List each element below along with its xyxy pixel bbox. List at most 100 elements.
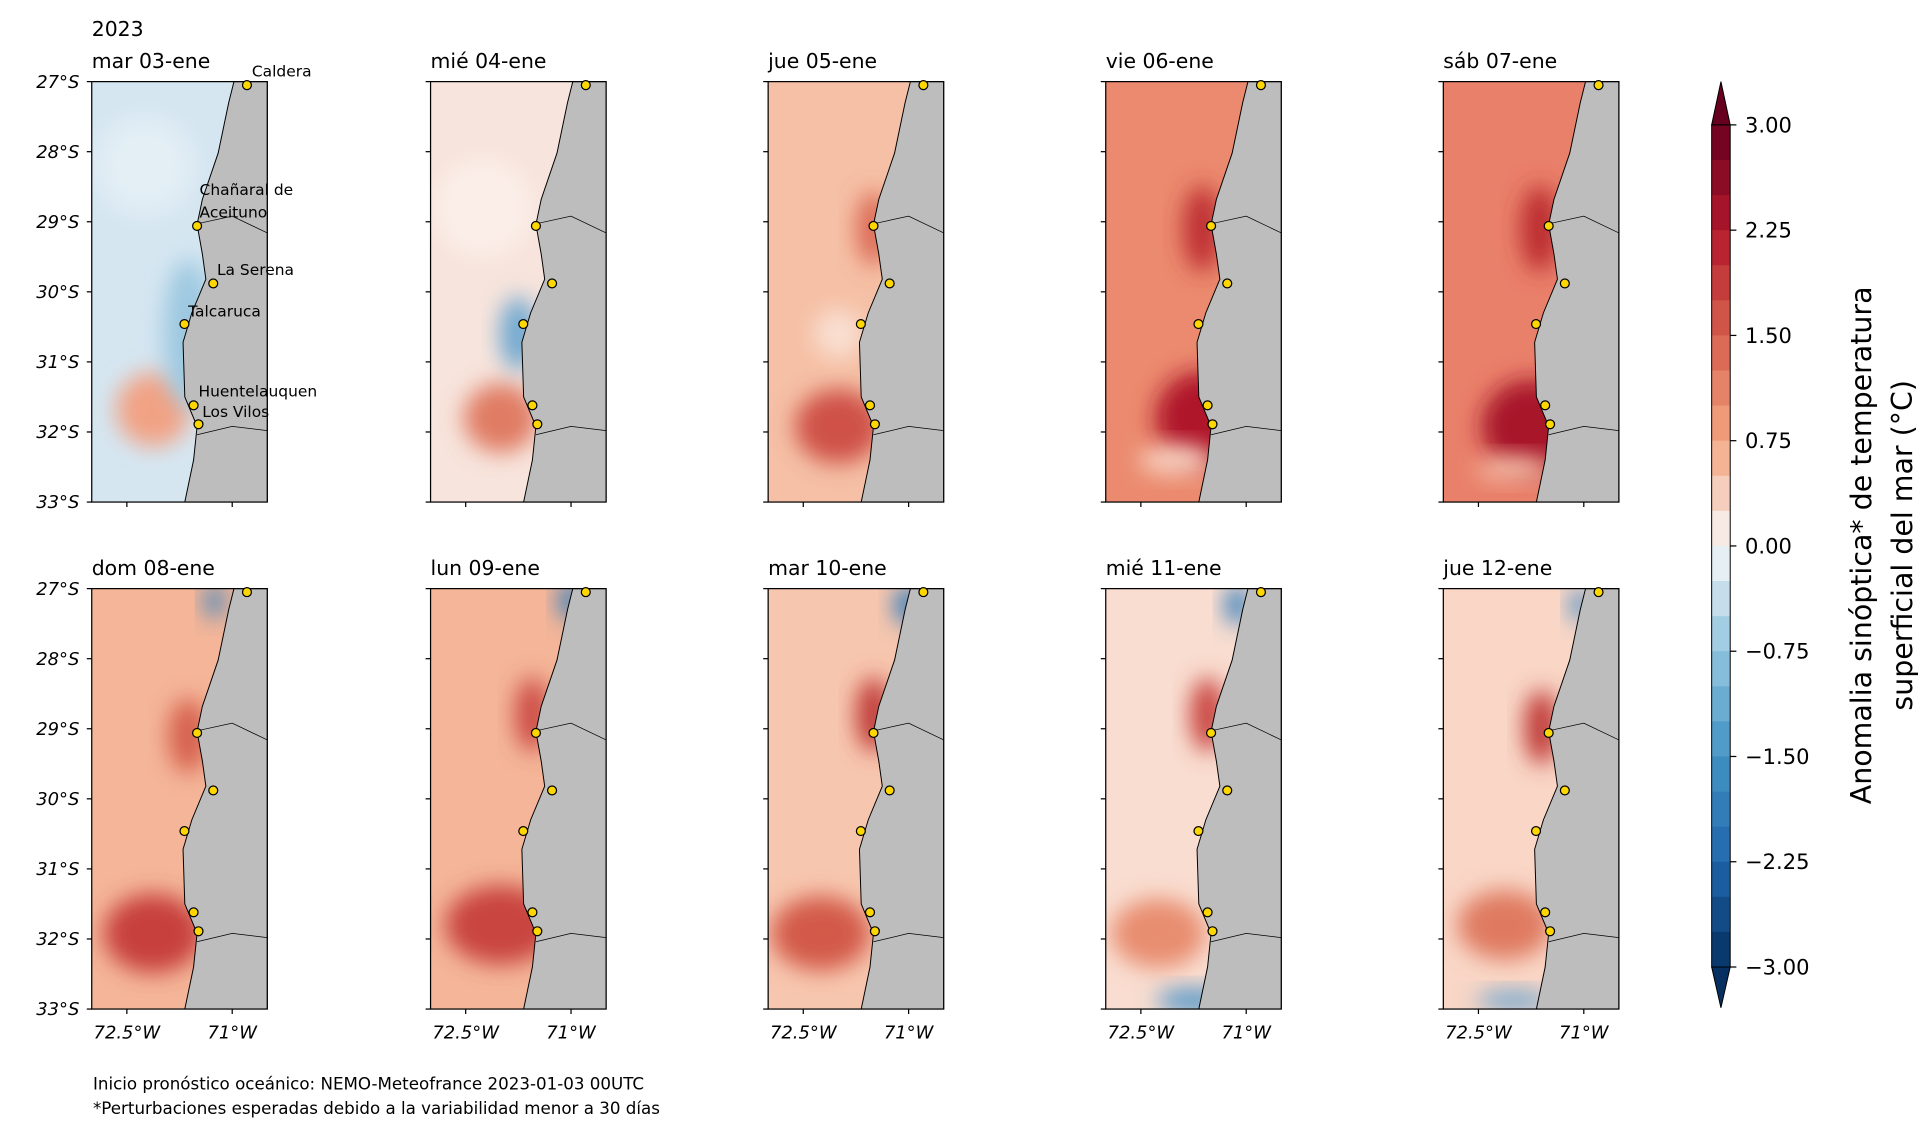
city-marker [580, 80, 591, 91]
border [1211, 425, 1282, 436]
city-marker [530, 220, 541, 232]
colorbar-band [1711, 826, 1731, 863]
city-marker [1206, 727, 1217, 739]
y-tick-label: 31°S [36, 859, 79, 880]
anomaly-blob [103, 893, 203, 973]
border [532, 215, 607, 234]
colorbar-tick-label: 2.25 [1745, 218, 1792, 243]
x-tick-label: 71°W [546, 1023, 597, 1044]
panel-title: mié 04-ene [431, 49, 547, 73]
colorbar-tick-label: 1.50 [1745, 323, 1792, 348]
city-marker [1206, 220, 1217, 232]
colorbar-band [1711, 896, 1731, 933]
panel-frame [1105, 587, 1282, 1010]
city-marker [532, 419, 543, 430]
map-panel [91, 588, 268, 1010]
city-marker [518, 825, 529, 837]
city-marker [1559, 278, 1570, 289]
x-tick-label: 71°W [1221, 1023, 1272, 1044]
anomaly-blob [795, 389, 882, 464]
panel-title: dom 08-ene [92, 556, 215, 580]
city-marker [1202, 400, 1213, 411]
city-marker [241, 587, 253, 598]
city-marker [884, 278, 895, 289]
city-label: Talcaruca [187, 303, 261, 321]
colorbar-band [1711, 616, 1731, 652]
y-tick-label: 31°S [36, 352, 79, 373]
city-marker [918, 587, 929, 598]
city-marker [918, 80, 929, 91]
anomaly-blob [1138, 445, 1214, 475]
colorbar-band [1711, 756, 1731, 793]
city-marker [188, 400, 199, 411]
colorbar-band [1711, 721, 1731, 758]
city-marker [1193, 825, 1204, 837]
city-marker [527, 400, 538, 411]
city-marker [518, 318, 529, 330]
y-tick-label: 27°S [36, 72, 79, 93]
map-panel [1105, 81, 1282, 503]
colorbar-band [1711, 230, 1731, 266]
city-label: Los Vilos [202, 403, 269, 421]
panel-title: jue 05-ene [767, 49, 877, 73]
colorbar-band [1711, 300, 1731, 337]
city-marker [1202, 907, 1213, 918]
x-tick-label: 71°W [884, 1023, 935, 1044]
city-marker [1545, 419, 1556, 430]
border [869, 215, 944, 234]
y-tick-label: 32°S [36, 422, 79, 443]
city-label: Chañaral de [200, 181, 294, 199]
border [197, 932, 268, 943]
border [1207, 215, 1282, 234]
map-panel [1443, 588, 1619, 1010]
city-marker [1207, 926, 1218, 937]
city-marker [884, 785, 895, 796]
colorbar-band [1711, 265, 1731, 301]
city-marker [1559, 785, 1570, 796]
colorbar-band [1711, 686, 1731, 723]
colorbar-band [1711, 159, 1731, 196]
anomaly-blob [813, 309, 864, 359]
city-marker [1255, 80, 1267, 91]
panel-title: mié 11-ene [1106, 556, 1222, 580]
city-marker [1193, 318, 1204, 330]
city-marker [241, 80, 253, 91]
city-marker [868, 220, 879, 232]
map-panel [91, 81, 268, 503]
city-marker [179, 825, 190, 837]
y-tick-label: 27°S [36, 579, 79, 600]
x-tick-label: 72.5°W [1445, 1023, 1513, 1044]
border [532, 722, 607, 741]
city-marker [1540, 907, 1551, 918]
border [869, 722, 944, 741]
city-marker [179, 318, 190, 330]
footer-note: *Perturbaciones esperadas debido a la va… [93, 1099, 660, 1118]
city-label: La Serena [217, 261, 294, 279]
border [1211, 932, 1282, 943]
anomaly-blob [463, 383, 538, 453]
x-tick-label: 72.5°W [770, 1023, 838, 1044]
anomaly-blob [94, 116, 194, 216]
y-tick-label: 28°S [36, 649, 79, 670]
anomaly-blob [1520, 185, 1560, 273]
city-marker [530, 727, 541, 739]
anomaly-blob [1476, 456, 1551, 481]
city-marker [192, 220, 203, 232]
colorbar-band [1711, 545, 1731, 582]
panel-title: mar 03-ene [92, 49, 211, 73]
footer-note: Inicio pronóstico oceánico: NEMO-Meteofr… [93, 1074, 644, 1093]
colorbar-band [1711, 405, 1731, 442]
border [535, 425, 607, 436]
anomaly-blob [433, 158, 533, 258]
colorbar-tick-label: 0.75 [1745, 428, 1792, 453]
border [1548, 425, 1619, 436]
border [1545, 215, 1619, 234]
border [535, 932, 607, 943]
border [197, 425, 268, 436]
city-marker [1207, 419, 1218, 430]
border [1545, 722, 1619, 741]
city-marker [188, 907, 199, 918]
panel-title: mar 10-ene [768, 556, 887, 580]
anomaly-blob [116, 372, 191, 447]
